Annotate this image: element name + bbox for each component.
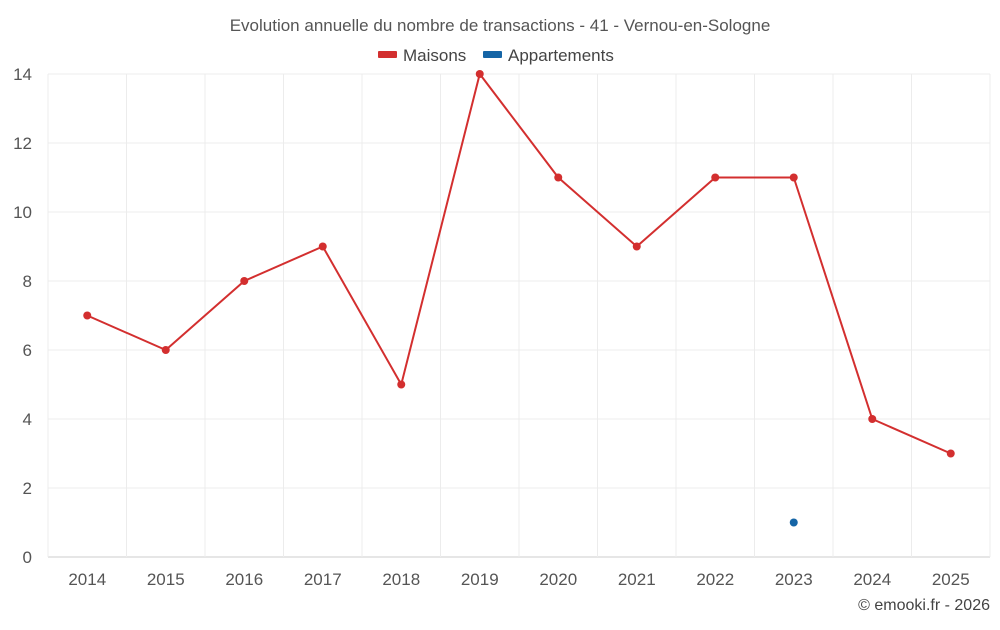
x-tick-label: 2023: [775, 570, 813, 589]
series-layer: [83, 70, 955, 527]
data-point-maisons: [868, 415, 877, 423]
x-tick-label: 2016: [225, 570, 263, 589]
data-point-maisons: [711, 173, 720, 182]
data-point-maisons: [161, 346, 170, 354]
data-point-maisons: [632, 242, 641, 251]
credit-text: © emooki.fr - 2026: [858, 597, 990, 614]
x-tick-label: 2022: [696, 570, 734, 589]
x-tick-label: 2017: [304, 570, 342, 589]
x-axis: 2014 2015 2016 2017 2018 2019 2020 2021 2022 2023…: [68, 570, 969, 589]
x-tick-label: 2021: [618, 570, 656, 589]
x-tick-label: 2025: [932, 570, 970, 589]
y-tick-label: 10: [13, 203, 32, 222]
x-tick-label: 2014: [68, 570, 106, 589]
data-point-maisons: [83, 311, 92, 320]
x-tick-label: 2018: [382, 570, 420, 589]
data-point-maisons: [318, 242, 327, 251]
legend-swatch-appartements: [483, 51, 502, 58]
grid: [47, 73, 991, 558]
legend-label-appartements: Appartements: [508, 46, 614, 65]
x-tick-label: 2020: [539, 570, 577, 589]
y-tick-label: 0: [23, 548, 32, 567]
data-point-maisons: [397, 380, 406, 389]
y-tick-label: 8: [23, 272, 32, 291]
chart-title: Evolution annuelle du nombre de transact…: [230, 16, 771, 35]
y-tick-label: 2: [23, 479, 32, 498]
data-point-maisons: [946, 449, 955, 458]
series-line-maisons: [86, 73, 952, 455]
legend: Maisons Appartements: [378, 46, 614, 65]
y-tick-label: 12: [13, 134, 32, 153]
x-tick-label: 2024: [853, 570, 891, 589]
y-tick-label: 14: [13, 65, 32, 84]
data-point-maisons: [475, 70, 484, 78]
data-point-maisons: [554, 173, 563, 182]
y-tick-label: 4: [23, 410, 32, 429]
legend-swatch-maisons: [378, 51, 397, 58]
data-point-maisons: [240, 277, 249, 285]
y-axis: 0 2 4 6 8 10 12 14: [13, 65, 32, 567]
legend-label-maisons: Maisons: [403, 46, 466, 65]
x-tick-label: 2015: [147, 570, 185, 589]
data-point-appartements: [789, 518, 798, 527]
x-tick-label: 2019: [461, 570, 499, 589]
y-tick-label: 6: [23, 341, 32, 360]
data-point-maisons: [789, 173, 798, 182]
